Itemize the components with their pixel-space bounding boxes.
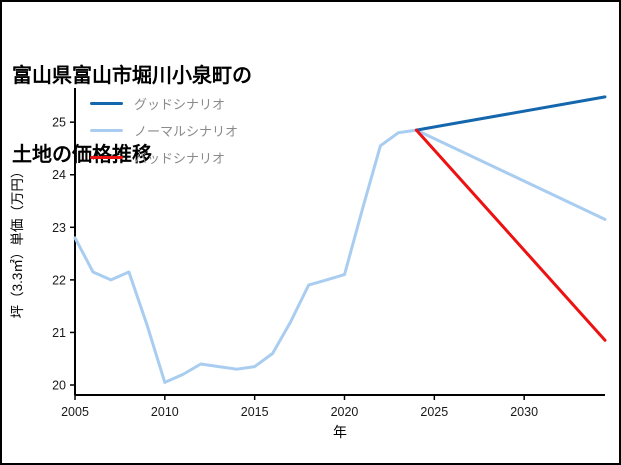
bad-scenario-line (414, 128, 607, 342)
legend-item-normal-scenario: ノーマルシナリオ (90, 121, 238, 139)
y-tick-label: 25 (52, 116, 66, 130)
x-tick-label: 2020 (331, 405, 359, 419)
legend-item-good-scenario: グッドシナリオ (90, 94, 238, 112)
y-tick-label: 24 (52, 168, 66, 182)
good-scenario-line (414, 95, 607, 132)
y-tick-label: 22 (52, 273, 66, 287)
good-scenario-label: グッドシナリオ (134, 96, 226, 112)
chart-title: 富山県富山市堀川小泉町の 土地の価格推移 (12, 10, 252, 221)
x-tick-label: 2030 (510, 405, 538, 419)
normal-scenario-line (73, 128, 607, 384)
x-tick-label: 2005 (61, 405, 89, 419)
legend-item-bad-scenario: バッドシナリオ (90, 148, 238, 166)
x-tick-label: 2025 (420, 405, 448, 419)
good-scenario-line-swatch (90, 101, 123, 105)
y-axis-label: 坪（3.3㎡）単価（万円） (10, 165, 25, 319)
normal-scenario-label: ノーマルシナリオ (134, 123, 239, 139)
chart-title-line-1: 富山県富山市堀川小泉町の (12, 64, 252, 87)
y-tick-label: 23 (52, 221, 66, 235)
x-tick-label: 2015 (241, 405, 269, 419)
chart-title-line-2: 土地の価格推移 (12, 143, 152, 166)
x-axis-label: 年 (333, 424, 347, 440)
chart-legend: グッドシナリオ ノーマルシナリオ バッドシナリオ (90, 94, 238, 166)
bad-scenario-line-swatch (90, 155, 123, 159)
x-tick-label: 2010 (151, 405, 179, 419)
normal-scenario-line-swatch (90, 128, 123, 132)
y-tick-label: 20 (52, 379, 66, 393)
bad-scenario-label: バッドシナリオ (134, 150, 226, 166)
y-tick-label: 21 (52, 326, 66, 340)
